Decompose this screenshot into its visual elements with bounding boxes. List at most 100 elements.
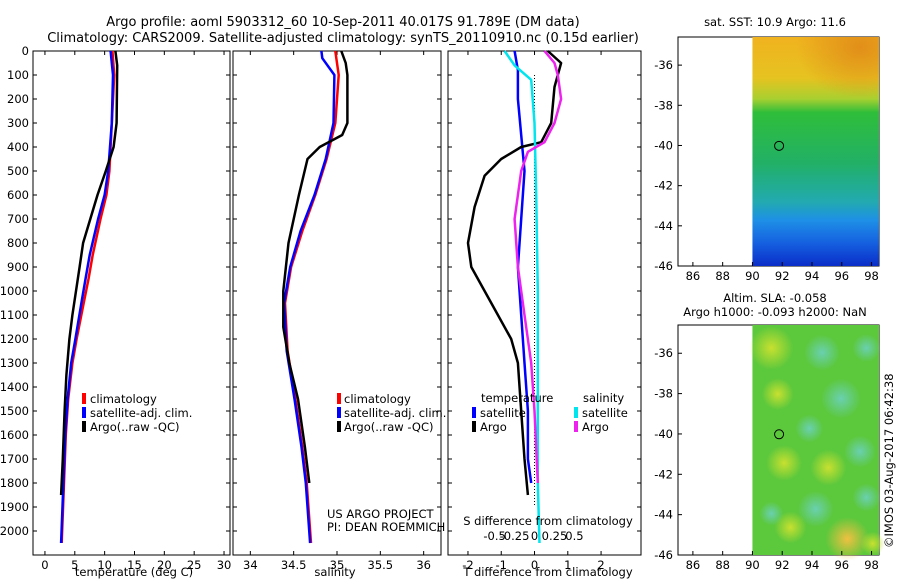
legend-label-sal-satellite: satellite [582,406,628,420]
depth-tick-label: 1300 [0,356,29,370]
sla-anomaly-blob [766,445,803,481]
temperature-xlabel: temperature (deg C) [75,565,193,579]
depth-axis: 0 100 200 300 400 500 600 700 800 900 1000 1100 1200… [0,44,29,538]
legend-label-climatology: climatology [344,392,411,406]
x-tick-label: 2 [597,558,604,572]
figure-title-line1: Argo profile: aoml 5903312_60 10-Sep-201… [106,15,579,30]
sla-map-axes: -36 -38 -40 -42 -44 -46 86 88 90 92 94 96 98 [654,346,879,572]
depth-tick-label: 1800 [0,476,29,490]
lat-tick-label: -44 [654,508,673,522]
lon-tick-label: 96 [834,558,849,572]
depth-tick-label: 1000 [0,284,29,298]
temperature-legend: climatology satellite-adj. clim. Argo(..… [82,392,192,434]
depth-tick-label: 1500 [0,404,29,418]
lon-tick-label: 98 [864,558,879,572]
lat-tick-label: -42 [654,467,673,481]
depth-tick-label: 500 [7,164,29,178]
legend-title-temperature: temperature [481,391,553,405]
sst-warm-region [752,37,879,141]
x-tick-label: 20 [157,558,172,572]
sla-anomaly-blob [749,326,794,370]
s-tick-label: 0.25 [542,529,568,543]
legend-label-temp-satellite: satellite [480,406,526,420]
lat-tick-label: -46 [654,548,673,562]
x-tick-label: 0 [531,558,538,572]
x-tick-label: 0 [41,558,48,572]
legend-label-climatology: climatology [90,392,157,406]
legend-swatch-satellite [337,407,341,418]
lon-tick-label: 92 [775,558,790,572]
imos-credit: ©IMOS 03-Aug-2017 06:42:38 [882,373,896,548]
s-tick-label: 0.5 [565,529,583,543]
x-tick-label: 5 [71,558,78,572]
series-line-argo-raw-qc [282,50,349,484]
argo-position-marker [774,429,785,440]
lat-tick-label: -46 [654,259,673,273]
depth-tick-label: 900 [7,260,29,274]
temperature-panel-frame [32,50,231,556]
figure-title-line2: Climatology: CARS2009. Satellite-adjuste… [47,31,639,46]
depth-tick-label: 600 [7,188,29,202]
project-annotation: US ARGO PROJECT [327,507,435,521]
salinity-legend: climatology satellite-adj. clim. Argo(..… [337,392,446,434]
x-tick-label: 25 [187,558,202,572]
sla-anomaly-blob [795,414,824,443]
lon-tick-label: 90 [745,269,760,283]
difference-plot: -2 -1 0 1 2-0.5-0.25 0 0.250.5 [448,50,641,572]
sla-anomaly-blob [810,449,847,486]
series-line-climatology [60,50,116,544]
depth-tick-label: 200 [7,92,29,106]
legend-swatch-argo [337,421,341,432]
s-tick-label: 0 [531,529,538,543]
depth-tick-label: 1400 [0,380,29,394]
lat-tick-label: -38 [654,387,673,401]
sst-map: sat. SST: 10.9 Argo: 11.6 -36 -38 -40 -42 -4… [654,15,880,283]
lon-tick-label: 94 [805,269,820,283]
lon-tick-label: 90 [745,558,760,572]
salinity-plot: 34 34.5 35 35.5 36 [233,50,441,572]
legend-label-sal-argo: Argo [582,420,609,434]
series-line-salinity-satellite [503,50,541,544]
depth-tick-label: 1900 [0,500,29,514]
difference-xlabel-top: S difference from climatology [463,514,633,528]
lon-tick-label: 88 [715,269,730,283]
depth-tick-label: 800 [7,236,29,250]
lat-tick-label: -36 [654,346,673,360]
legend-swatch-argo [82,421,86,432]
lon-tick-label: 96 [834,269,849,283]
sst-map-axes: -36 -38 -40 -42 -44 -46 86 88 90 92 94 96 98 [654,58,879,283]
sla-anomaly-blob [852,334,881,362]
series-line-argo-raw-qc [59,50,119,496]
lon-tick-label: 88 [715,558,730,572]
legend-swatch-sal-satellite [574,407,578,418]
sst-map-title: sat. SST: 10.9 Argo: 11.6 [704,15,846,29]
lon-tick-label: 92 [775,269,790,283]
sla-anomaly-blob [759,501,784,526]
sla-anomaly-blob [804,334,841,371]
sla-anomaly-blob [825,516,870,561]
legend-swatch-temp-satellite [472,407,476,418]
depth-tick-label: 2000 [0,524,29,538]
x-tick-label: -1 [496,558,507,572]
series-line-satellite-adj-clim [59,50,115,544]
s-tick-label: -0.25 [500,529,530,543]
depth-tick-label: 100 [7,68,29,82]
salinity-xlabel: salinity [314,565,355,579]
sst-field [752,37,879,266]
series-line-satellite-adj-clim [282,50,336,544]
legend-label-temp-argo: Argo [480,420,507,434]
legend-label-argo: Argo(..raw -QC) [90,420,180,434]
argo-position-marker [774,140,785,151]
difference-panel-frame [447,50,642,556]
legend-title-salinity: salinity [583,391,624,405]
x-tick-label: 36 [416,558,431,572]
legend-swatch-climatology [82,393,86,404]
lon-tick-label: 86 [686,269,701,283]
depth-tick-label: 1100 [0,308,29,322]
legend-swatch-temp-argo [472,421,476,432]
lat-tick-label: -36 [654,58,673,72]
series-line-salinity-argo [513,50,563,484]
sla-map: Altim. SLA: -0.058 Argo h1000: -0.093 h2… [654,291,885,572]
depth-tick-label: 400 [7,140,29,154]
lat-tick-label: -42 [654,179,673,193]
